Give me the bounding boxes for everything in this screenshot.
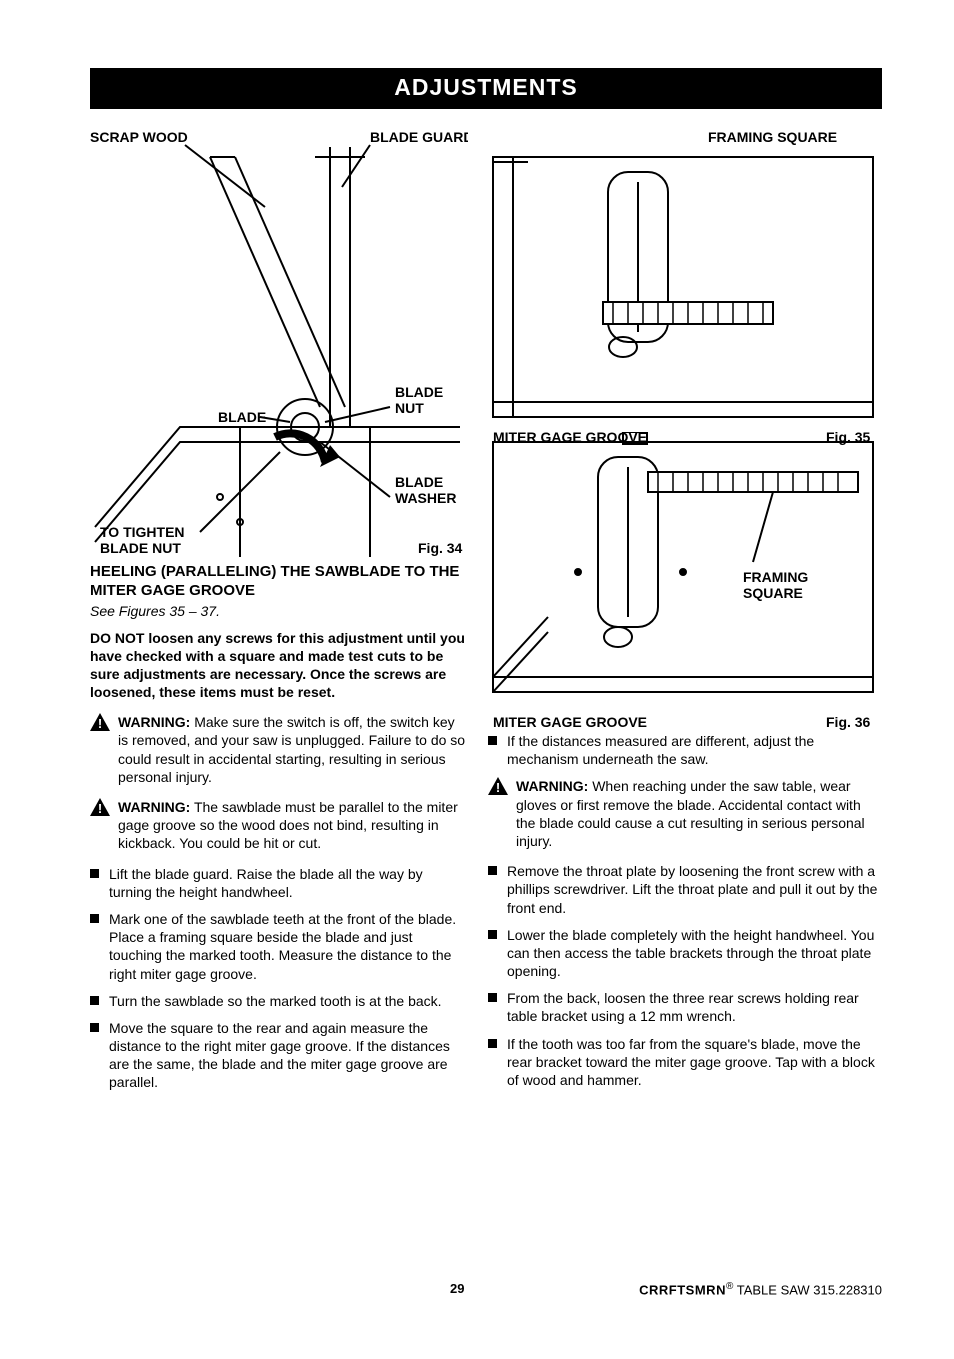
list-item: Lift the blade guard. Raise the blade al… — [90, 865, 468, 901]
warning-text: WARNING: The sawblade must be parallel t… — [118, 798, 468, 853]
fig34-caption: Fig. 34 — [418, 540, 463, 556]
bullet-icon — [90, 914, 99, 923]
label-framing-2: SQUARE — [743, 585, 803, 601]
figure-35-svg: FRAMING SQUARE MITER GAGE GROOVE Fig. 35 — [488, 127, 878, 447]
label-tighten-1: TO TIGHTEN — [100, 524, 185, 540]
label-scrap-wood: SCRAP WOOD — [90, 129, 188, 145]
footer-brand-product: CRRFTSMRN® TABLE SAW 315.228310 — [639, 1281, 882, 1297]
warning-icon: ! — [90, 713, 110, 731]
svg-text:!: ! — [496, 780, 500, 795]
warning-block: ! WARNING: The sawblade must be parallel… — [90, 798, 468, 853]
page-number: 29 — [450, 1281, 464, 1297]
warning-text: WARNING: Make sure the switch is off, th… — [118, 713, 468, 786]
list-item: If the tooth was too far from the square… — [488, 1035, 878, 1090]
label-blade: BLADE — [218, 409, 266, 425]
bullet-icon — [90, 1023, 99, 1032]
bullet-icon — [90, 869, 99, 878]
bullet-icon — [90, 996, 99, 1005]
left-column: SCRAP WOOD BLADE GUARD BLADE BLADE NUT B… — [90, 127, 468, 1101]
label-blade-washer-1: BLADE — [395, 474, 443, 490]
bullet-icon — [488, 1039, 497, 1048]
bullet-icon — [488, 930, 497, 939]
see-figures: See Figures 35 – 37. — [90, 603, 468, 619]
warning-block: ! WARNING: When reaching under the saw t… — [488, 777, 878, 850]
list-item: Turn the sawblade so the marked tooth is… — [90, 992, 468, 1010]
fig36-caption: Fig. 36 — [826, 714, 871, 730]
label-framing-square: FRAMING SQUARE — [708, 129, 837, 145]
content-columns: SCRAP WOOD BLADE GUARD BLADE BLADE NUT B… — [90, 127, 882, 1101]
figure-36: FRAMING SQUARE MITER GAGE GROOVE Fig. 36 — [488, 432, 878, 722]
bullet-icon — [488, 866, 497, 875]
list-item: Remove the throat plate by loosening the… — [488, 862, 878, 917]
warning-block: ! WARNING: Make sure the switch is off, … — [90, 713, 468, 786]
page-footer: 29 CRRFTSMRN® TABLE SAW 315.228310 — [90, 1281, 882, 1297]
svg-text:!: ! — [98, 801, 102, 816]
list-item: From the back, loosen the three rear scr… — [488, 989, 878, 1025]
warning-text: WARNING: When reaching under the saw tab… — [516, 777, 878, 850]
label-miter-gage-36: MITER GAGE GROOVE — [493, 714, 647, 730]
label-tighten-2: BLADE NUT — [100, 540, 181, 556]
label-blade-guard: BLADE GUARD — [370, 129, 468, 145]
warning-icon: ! — [488, 777, 508, 795]
label-blade-nut-2: NUT — [395, 400, 424, 416]
label-framing-1: FRAMING — [743, 569, 808, 585]
figure-35: FRAMING SQUARE MITER GAGE GROOVE Fig. 35 — [488, 127, 878, 422]
list-item: Mark one of the sawblade teeth at the fr… — [90, 910, 468, 983]
bold-paragraph: DO NOT loosen any screws for this adjust… — [90, 629, 468, 702]
list-item: Lower the blade completely with the heig… — [488, 926, 878, 981]
label-blade-washer-2: WASHER — [395, 490, 456, 506]
figure-34-svg: SCRAP WOOD BLADE GUARD BLADE BLADE NUT B… — [90, 127, 468, 557]
figure-34: SCRAP WOOD BLADE GUARD BLADE BLADE NUT B… — [90, 127, 468, 547]
warning-icon: ! — [90, 798, 110, 816]
right-column: FRAMING SQUARE MITER GAGE GROOVE Fig. 35 — [488, 127, 878, 1101]
label-blade-nut-1: BLADE — [395, 384, 443, 400]
section-heading: HEELING (PARALLELING) THE SAWBLADE TO TH… — [90, 563, 468, 601]
page-title-bar: ADJUSTMENTS — [90, 68, 882, 109]
figure-36-svg: FRAMING SQUARE MITER GAGE GROOVE Fig. 36 — [488, 432, 878, 742]
bullet-icon — [488, 993, 497, 1002]
svg-text:!: ! — [98, 716, 102, 731]
list-item: Move the square to the rear and again me… — [90, 1019, 468, 1092]
